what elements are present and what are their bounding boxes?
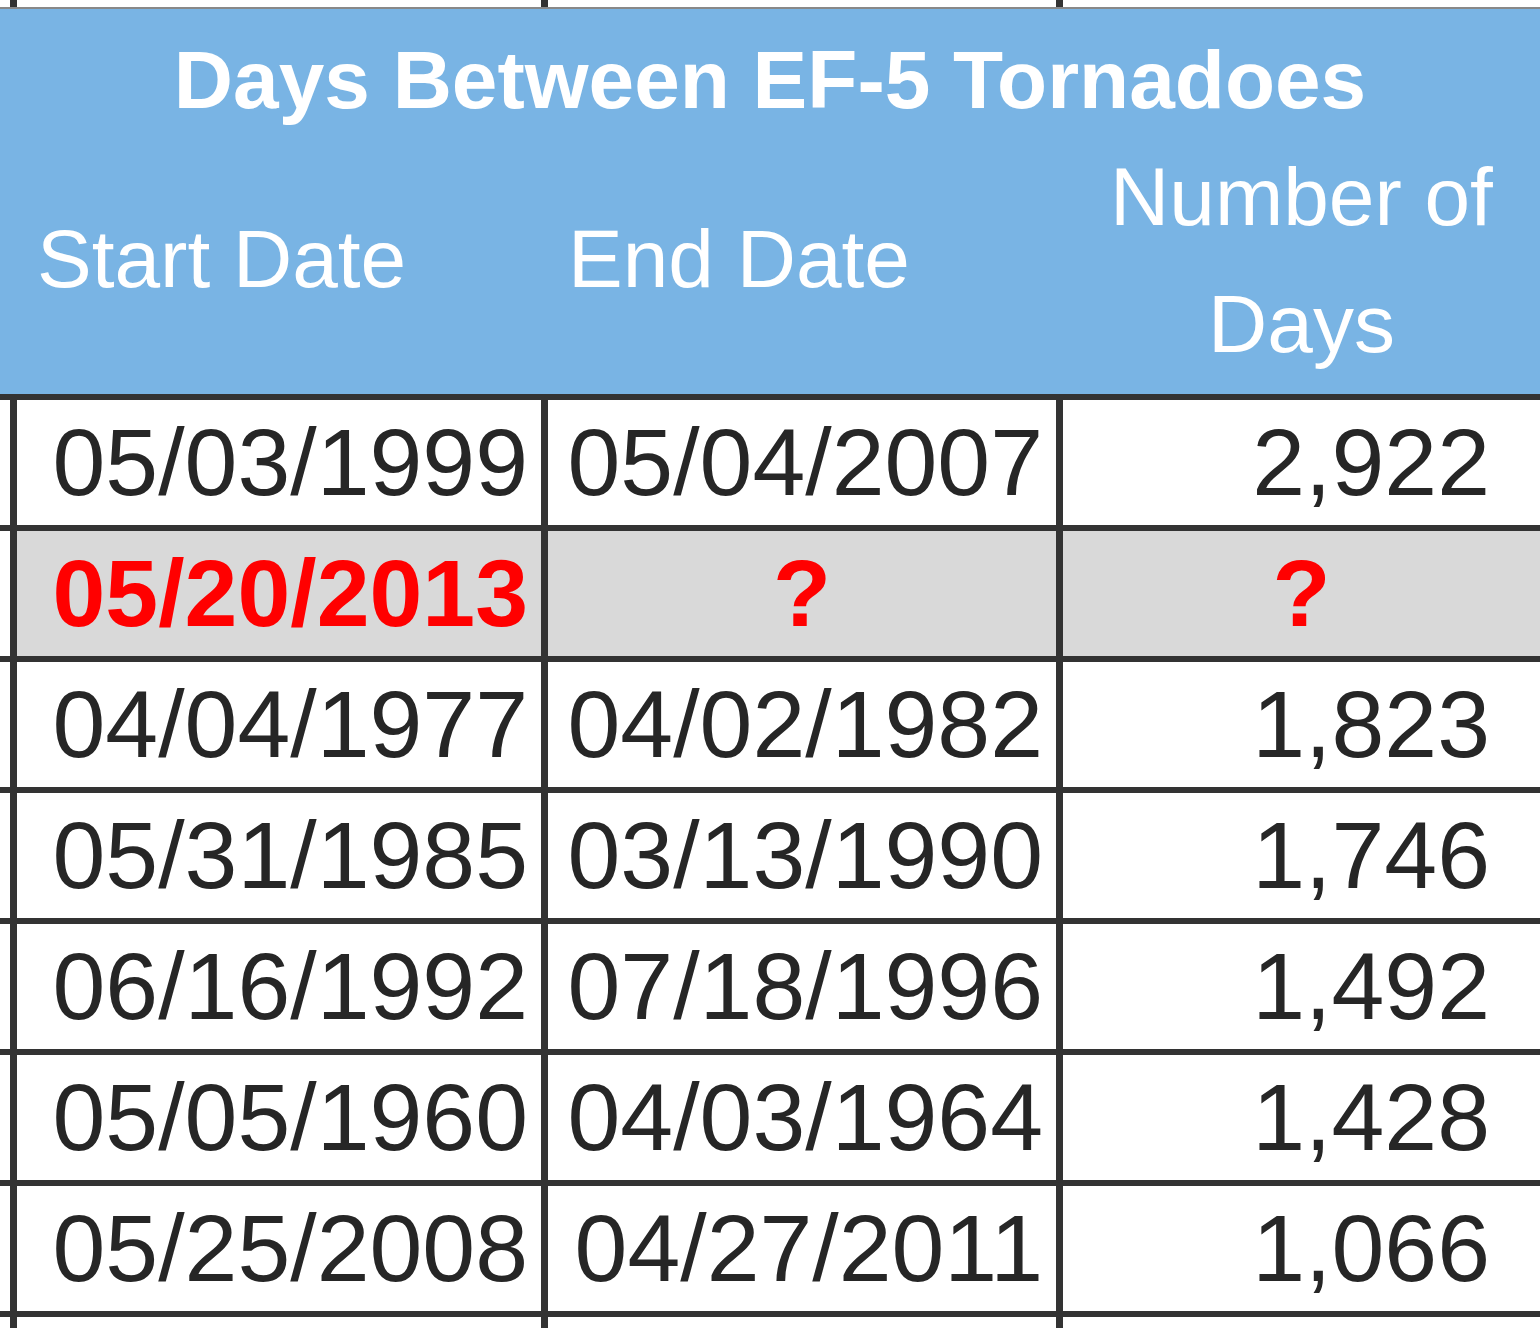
table-header-block: Days Between EF-5 Tornadoes Start Date E… <box>0 7 1540 400</box>
start-date-cell: 04/04/1977 <box>17 662 541 787</box>
table-row: 05/03/1999 05/04/2007 2,922 <box>0 400 1540 531</box>
left-edge-cell-sliver <box>0 1055 10 1180</box>
gridline-tick <box>10 0 17 7</box>
column-header-number-of-days-line2: Days <box>1063 260 1540 387</box>
end-date-cell: 04/03/1964 <box>548 1055 1056 1180</box>
gridline-tick <box>10 1317 17 1328</box>
table-row: 05/31/1985 03/13/1990 1,746 <box>0 793 1540 924</box>
table-title: Days Between EF-5 Tornadoes <box>0 35 1540 125</box>
column-border <box>10 793 17 918</box>
table-row: 04/04/1977 04/02/1982 1,823 <box>0 662 1540 793</box>
end-date-cell: 03/13/1990 <box>548 793 1056 918</box>
start-date-cell: 05/05/1960 <box>17 1055 541 1180</box>
start-date-cell: 05/03/1999 <box>17 400 541 525</box>
start-date-cell: 05/31/1985 <box>17 793 541 918</box>
column-border <box>1056 1186 1063 1311</box>
left-edge-cell-sliver <box>0 793 10 918</box>
cropped-row-above-sliver <box>0 0 1540 7</box>
column-border <box>541 662 548 787</box>
column-border <box>1056 793 1063 918</box>
end-date-cell: 05/04/2007 <box>548 400 1056 525</box>
column-border <box>10 662 17 787</box>
table-row: 05/25/2008 04/27/2011 1,066 <box>0 1186 1540 1317</box>
spreadsheet-table-screenshot: Days Between EF-5 Tornadoes Start Date E… <box>0 0 1540 1328</box>
gridline-tick <box>541 0 548 7</box>
column-border <box>541 1055 548 1180</box>
table-row: 05/05/1960 04/03/1964 1,428 <box>0 1055 1540 1186</box>
column-border <box>541 793 548 918</box>
column-border <box>10 1186 17 1311</box>
gridline-tick <box>1056 1317 1063 1328</box>
table-row: 06/16/1992 07/18/1996 1,492 <box>0 924 1540 1055</box>
number-of-days-cell: 1,823 <box>1063 662 1540 787</box>
column-border <box>541 400 548 525</box>
left-edge-cell-sliver <box>0 531 10 656</box>
gridline-tick <box>1056 0 1063 7</box>
column-border <box>541 924 548 1049</box>
column-border <box>1056 531 1063 656</box>
column-border <box>10 924 17 1049</box>
number-of-days-cell: 1,066 <box>1063 1186 1540 1311</box>
column-border <box>1056 662 1063 787</box>
number-of-days-cell-unknown: ? <box>1063 531 1540 656</box>
column-header-start-date: Start Date <box>17 212 541 306</box>
start-date-cell: 06/16/1992 <box>17 924 541 1049</box>
number-of-days-cell: 1,428 <box>1063 1055 1540 1180</box>
left-edge-cell-sliver <box>0 1186 10 1311</box>
number-of-days-cell: 1,746 <box>1063 793 1540 918</box>
cropped-row-below-sliver <box>0 1317 1540 1328</box>
column-border <box>541 1186 548 1311</box>
end-date-cell: 04/27/2011 <box>548 1186 1056 1311</box>
number-of-days-cell: 1,492 <box>1063 924 1540 1049</box>
column-header-number-of-days: Number of Days <box>1063 133 1540 387</box>
gridline-tick <box>541 1317 548 1328</box>
column-border <box>1056 400 1063 525</box>
column-header-end-date: End Date <box>548 212 1056 306</box>
column-border <box>541 531 548 656</box>
end-date-cell: 07/18/1996 <box>548 924 1056 1049</box>
table-row-highlighted: 05/20/2013 ? ? <box>0 531 1540 662</box>
column-border <box>10 531 17 656</box>
number-of-days-cell: 2,922 <box>1063 400 1540 525</box>
column-header-row: Start Date End Date Number of Days <box>0 125 1540 394</box>
start-date-cell: 05/20/2013 <box>17 531 541 656</box>
start-date-cell: 05/25/2008 <box>17 1186 541 1311</box>
end-date-cell: 04/02/1982 <box>548 662 1056 787</box>
left-edge-cell-sliver <box>0 924 10 1049</box>
left-edge-cell-sliver <box>0 662 10 787</box>
column-border <box>1056 1055 1063 1180</box>
column-border <box>10 400 17 525</box>
column-border <box>10 1055 17 1180</box>
left-edge-cell-sliver <box>0 400 10 525</box>
end-date-cell-unknown: ? <box>548 531 1056 656</box>
column-border <box>1056 924 1063 1049</box>
column-header-number-of-days-line1: Number of <box>1063 133 1540 260</box>
